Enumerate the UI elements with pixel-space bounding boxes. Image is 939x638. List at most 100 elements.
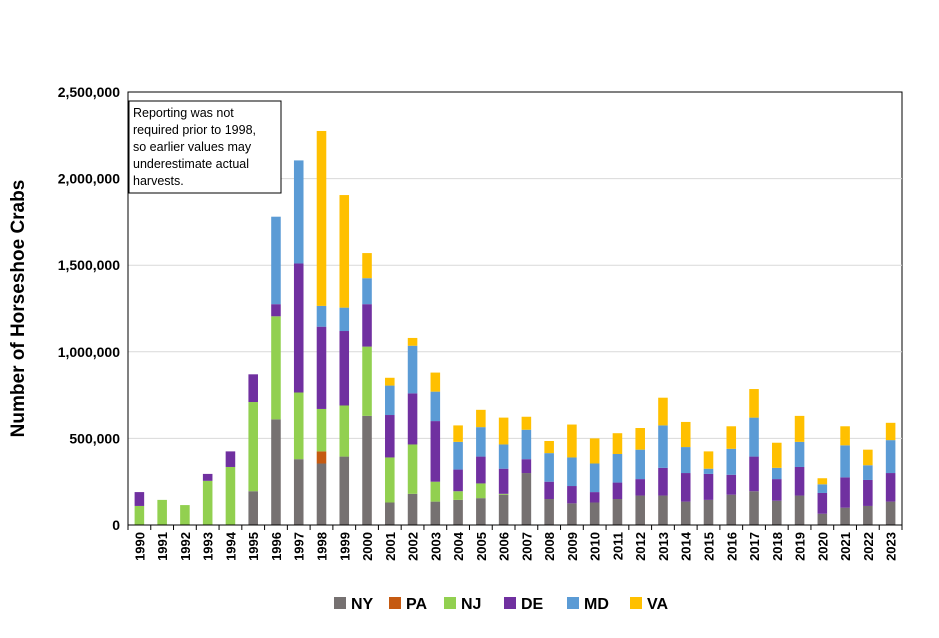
bar-segment-de xyxy=(863,479,873,506)
bar-segment-va xyxy=(726,426,737,449)
bar-segment-va xyxy=(658,397,668,426)
x-tick-label: 1990 xyxy=(132,532,147,561)
bar-segment-va xyxy=(703,451,714,469)
x-tick-label: 1992 xyxy=(178,532,193,561)
bar-segment-va xyxy=(362,253,372,279)
bar-segment-ny xyxy=(567,503,577,525)
bar-segment-md xyxy=(498,444,509,469)
bar-segment-nj xyxy=(453,491,463,500)
bar-segment-de xyxy=(840,477,850,508)
bar-segment-ny xyxy=(498,494,509,525)
bar-segment-de xyxy=(772,479,782,501)
bar-segment-md xyxy=(567,457,577,487)
bar-segment-de xyxy=(430,421,441,482)
bar-segment-pa xyxy=(316,451,327,464)
bar-segment-md xyxy=(863,465,873,480)
legend-label-pa: PA xyxy=(406,596,427,613)
x-tick-label: 1995 xyxy=(246,532,261,561)
bar-segment-de xyxy=(385,415,395,458)
bar-segment-de xyxy=(407,393,418,445)
bar-segment-ny xyxy=(430,501,441,525)
bar-segment-de xyxy=(726,474,737,495)
bar-segment-va xyxy=(407,337,418,346)
bar-segment-nj xyxy=(430,481,441,502)
annotation-text: Reporting was not xyxy=(133,106,234,120)
y-tick-label: 500,000 xyxy=(69,430,120,446)
bar-segment-md xyxy=(612,453,623,483)
bar-segment-de xyxy=(885,473,896,502)
bar-segment-de xyxy=(476,456,486,484)
bar-segment-de xyxy=(635,479,645,496)
x-tick-label: 1994 xyxy=(223,531,238,561)
y-tick-label: 0 xyxy=(112,517,120,533)
bar-segment-md xyxy=(840,445,850,478)
bar-segment-nj xyxy=(293,392,304,460)
x-tick-label: 2022 xyxy=(861,532,876,561)
x-tick-label: 1996 xyxy=(269,532,284,561)
bar-segment-va xyxy=(840,426,850,446)
bar-segment-nj xyxy=(248,402,258,492)
bar-segment-va xyxy=(885,422,896,441)
bar-segment-ny xyxy=(407,493,418,525)
x-tick-label: 2003 xyxy=(428,532,443,561)
bar-segment-de xyxy=(658,467,668,496)
bar-segment-de xyxy=(134,492,145,506)
x-tick-label: 2008 xyxy=(542,532,557,561)
bar-segment-va xyxy=(863,449,873,466)
legend-swatch-va xyxy=(630,597,642,609)
bar-segment-ny xyxy=(703,499,714,525)
bar-segment-ny xyxy=(885,501,896,525)
bar-segment-nj xyxy=(157,499,167,525)
bar-segment-de xyxy=(339,331,350,406)
bar-segment-va xyxy=(453,425,463,442)
bar-segment-nj xyxy=(339,405,350,457)
bar-segment-ny xyxy=(316,463,327,525)
bar-segment-md xyxy=(385,385,395,416)
bar-segment-de xyxy=(316,326,327,409)
bar-segment-ny xyxy=(521,473,532,525)
bar-segment-de xyxy=(521,459,532,474)
bar-segment-ny xyxy=(271,419,281,525)
legend-label-de: DE xyxy=(521,596,544,613)
x-tick-label: 2016 xyxy=(724,532,739,561)
bar-segment-md xyxy=(476,427,486,457)
bar-segment-nj xyxy=(316,408,327,452)
bar-segment-ny xyxy=(362,415,372,525)
bar-segment-ny xyxy=(863,505,873,525)
x-tick-label: 2010 xyxy=(588,532,603,561)
bar-segment-nj xyxy=(362,346,372,416)
bar-segment-de xyxy=(271,304,281,317)
bar-segment-va xyxy=(680,421,691,448)
bar-segment-nj xyxy=(271,316,281,420)
bar-segment-md xyxy=(772,467,782,480)
bar-segment-de xyxy=(567,486,577,504)
bar-segment-va xyxy=(794,415,805,442)
y-axis-title: Number of Horseshoe Crabs xyxy=(8,180,29,438)
bar-segment-va xyxy=(339,195,350,308)
bar-segment-ny xyxy=(248,491,258,525)
bar-segment-va xyxy=(635,428,645,450)
annotation-box xyxy=(128,100,282,194)
bar-segment-de xyxy=(680,473,691,502)
x-tick-label: 1997 xyxy=(292,532,307,561)
bar-segment-de xyxy=(544,481,554,500)
x-tick-label: 2000 xyxy=(360,532,375,561)
bar-segment-ny xyxy=(453,499,463,525)
bar-segment-va xyxy=(749,389,759,418)
legend-swatch-nj xyxy=(444,597,456,609)
bar-segment-va xyxy=(316,130,327,306)
bar-segment-nj xyxy=(134,505,145,525)
bar-segment-md xyxy=(316,305,327,327)
bar-segment-md xyxy=(794,441,805,467)
x-tick-label: 2014 xyxy=(679,531,694,561)
bar-segment-de xyxy=(202,473,213,481)
y-tick-label: 1,000,000 xyxy=(58,344,120,360)
bar-segment-va xyxy=(430,372,441,392)
bar-segment-md xyxy=(521,429,532,460)
bar-segment-ny xyxy=(658,495,668,525)
x-tick-label: 2009 xyxy=(565,532,580,561)
annotation-text: required prior to 1998, xyxy=(133,123,256,137)
bar-segment-ny xyxy=(293,459,304,525)
bar-segment-de xyxy=(453,469,463,492)
